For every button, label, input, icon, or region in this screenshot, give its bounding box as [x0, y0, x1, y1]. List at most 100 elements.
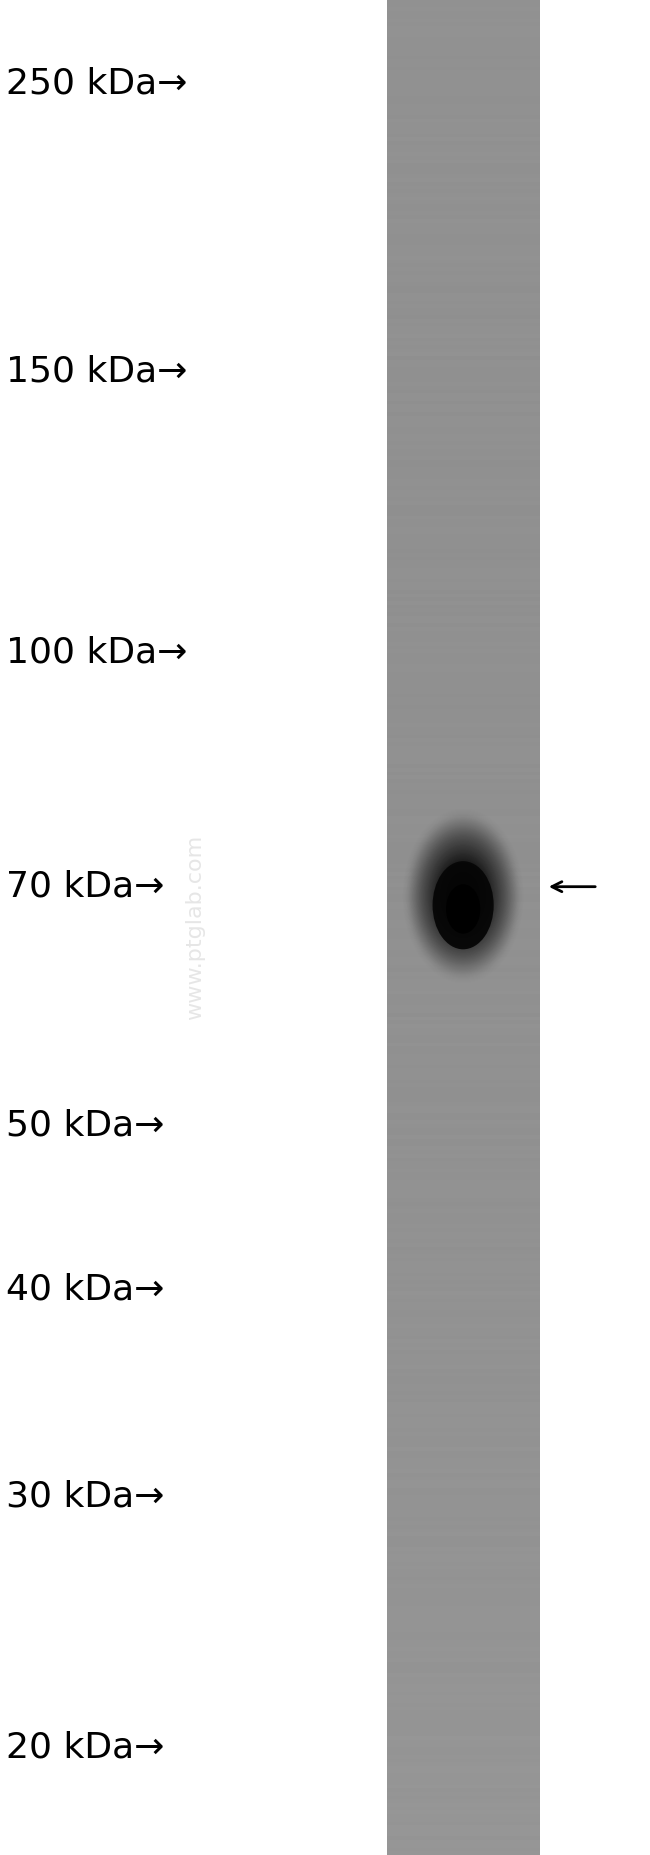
Bar: [387, 1356, 540, 1362]
Bar: [387, 1063, 540, 1068]
Bar: [387, 1742, 540, 1747]
Ellipse shape: [415, 827, 511, 965]
Bar: [387, 1000, 540, 1005]
Bar: [387, 595, 540, 601]
Bar: [387, 1493, 540, 1499]
Bar: [387, 1697, 540, 1703]
Ellipse shape: [436, 857, 490, 935]
Bar: [387, 158, 540, 163]
Bar: [387, 710, 540, 716]
Bar: [387, 1137, 540, 1143]
Bar: [387, 807, 540, 812]
Bar: [387, 1579, 540, 1584]
Bar: [387, 532, 540, 538]
Bar: [387, 95, 540, 100]
Ellipse shape: [448, 874, 478, 918]
Bar: [387, 46, 540, 52]
Ellipse shape: [441, 864, 486, 928]
Bar: [387, 944, 540, 950]
Bar: [387, 536, 540, 542]
Bar: [387, 1300, 540, 1306]
Bar: [387, 1501, 540, 1506]
Bar: [387, 484, 540, 490]
Bar: [387, 1542, 540, 1547]
Bar: [387, 462, 540, 467]
Bar: [387, 1070, 540, 1076]
Ellipse shape: [416, 827, 510, 965]
Bar: [387, 521, 540, 527]
Bar: [387, 1749, 540, 1755]
Bar: [387, 1226, 540, 1232]
Ellipse shape: [423, 838, 503, 953]
Bar: [387, 265, 540, 271]
Bar: [387, 0, 540, 4]
Bar: [387, 1504, 540, 1510]
Bar: [387, 1575, 540, 1580]
Bar: [387, 555, 540, 560]
Ellipse shape: [411, 820, 515, 972]
Bar: [387, 332, 540, 338]
Bar: [387, 1516, 540, 1521]
Bar: [387, 1545, 540, 1551]
Bar: [387, 1686, 540, 1692]
Bar: [387, 1219, 540, 1224]
Bar: [387, 1831, 540, 1836]
Bar: [387, 1252, 540, 1258]
Bar: [387, 1471, 540, 1477]
Bar: [387, 1746, 540, 1751]
Bar: [387, 1282, 540, 1287]
Bar: [387, 1523, 540, 1529]
Bar: [387, 911, 540, 916]
Bar: [387, 1026, 540, 1031]
Bar: [387, 692, 540, 697]
Bar: [387, 313, 540, 319]
Ellipse shape: [430, 848, 496, 944]
Bar: [387, 640, 540, 646]
Bar: [387, 855, 540, 861]
Bar: [387, 989, 540, 994]
Text: www.ptglab.com: www.ptglab.com: [185, 835, 205, 1020]
Bar: [387, 480, 540, 486]
Bar: [387, 1096, 540, 1102]
Bar: [387, 1059, 540, 1065]
Bar: [387, 566, 540, 571]
Bar: [387, 1660, 540, 1666]
Bar: [387, 1708, 540, 1714]
Bar: [387, 173, 540, 178]
Bar: [387, 892, 540, 898]
Bar: [387, 933, 540, 939]
Ellipse shape: [445, 870, 481, 922]
Bar: [387, 1022, 540, 1028]
Bar: [387, 1081, 540, 1087]
Bar: [387, 877, 540, 883]
Bar: [387, 955, 540, 961]
Bar: [387, 751, 540, 757]
Bar: [387, 425, 540, 430]
Bar: [387, 321, 540, 326]
Bar: [387, 863, 540, 868]
Bar: [387, 1215, 540, 1221]
Bar: [387, 351, 540, 356]
Bar: [387, 1030, 540, 1035]
Bar: [387, 417, 540, 423]
Bar: [387, 1315, 540, 1321]
Ellipse shape: [432, 861, 494, 950]
Bar: [387, 1048, 540, 1054]
Bar: [387, 254, 540, 260]
Bar: [387, 1334, 540, 1339]
Bar: [387, 781, 540, 787]
Bar: [387, 1653, 540, 1658]
Bar: [387, 1723, 540, 1729]
Bar: [387, 1371, 540, 1376]
Bar: [387, 1601, 540, 1606]
Bar: [387, 447, 540, 453]
Bar: [387, 65, 540, 70]
Bar: [387, 588, 540, 594]
Bar: [387, 1267, 540, 1273]
Bar: [387, 391, 540, 397]
Bar: [387, 72, 540, 78]
Bar: [387, 1349, 540, 1354]
Bar: [387, 250, 540, 256]
Bar: [387, 1456, 540, 1462]
Bar: [387, 1438, 540, 1443]
